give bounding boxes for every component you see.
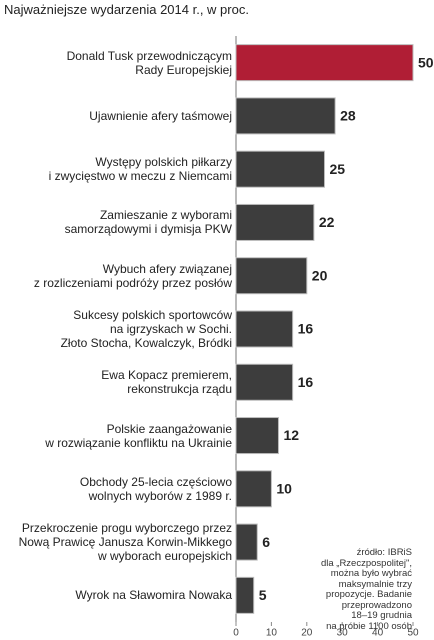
bar xyxy=(235,310,294,348)
category-label: Ewa Kopacz premierem, rekonstrukcja rząd… xyxy=(101,368,232,397)
category-label: Donald Tusk przewodniczącym Rady Europej… xyxy=(66,48,232,77)
source-note: źródło: IBRiS dla „Rzeczpospolitej", moż… xyxy=(320,547,412,632)
x-tick-label: 10 xyxy=(266,628,278,639)
bar xyxy=(235,257,308,295)
value-label: 10 xyxy=(276,481,292,497)
category-label: Sukcesy polskich sportowców na igrzyskac… xyxy=(60,308,232,350)
bar xyxy=(235,576,255,614)
x-tick-label: 40 xyxy=(372,628,384,639)
bar xyxy=(235,523,258,561)
value-label: 16 xyxy=(298,374,314,390)
value-label: 5 xyxy=(259,587,267,603)
value-label: 12 xyxy=(283,427,299,443)
x-tick-label: 30 xyxy=(337,628,349,639)
x-tick-label: 20 xyxy=(301,628,313,639)
x-tick-label: 50 xyxy=(407,628,419,639)
value-label: 50 xyxy=(418,54,434,70)
category-label: Ujawnienie afery taśmowej xyxy=(89,108,232,123)
category-label: Przekroczenie progu wyborczego przez Now… xyxy=(18,521,232,564)
value-label: 16 xyxy=(298,321,314,337)
bar xyxy=(235,363,294,401)
x-tick-label: 0 xyxy=(233,628,239,639)
bar xyxy=(235,417,279,455)
value-label: 22 xyxy=(319,214,335,230)
bar xyxy=(235,150,325,188)
value-label: 20 xyxy=(312,267,328,283)
category-label: Wyrok na Sławomira Nowaka xyxy=(75,588,232,603)
category-label: Polskie zaangażowanie w rozwiązanie konf… xyxy=(45,421,232,450)
bar xyxy=(235,97,336,135)
category-label: Występy polskich piłkarzy i zwycięstwo w… xyxy=(48,155,232,184)
chart-title: Najważniejsze wydarzenia 2014 r., w proc… xyxy=(4,2,249,17)
bar xyxy=(235,470,272,508)
value-label: 25 xyxy=(330,161,346,177)
category-label: Wybuch afery związanej z rozliczeniami p… xyxy=(33,261,232,290)
category-label: Zamieszanie z wyborami samorządowymi i d… xyxy=(64,208,232,237)
category-label: Obchody 25-lecia częściowo wolnych wybor… xyxy=(79,474,232,503)
value-label: 6 xyxy=(262,534,270,550)
value-label: 28 xyxy=(340,108,356,124)
bar xyxy=(235,203,315,241)
bar xyxy=(235,44,414,82)
